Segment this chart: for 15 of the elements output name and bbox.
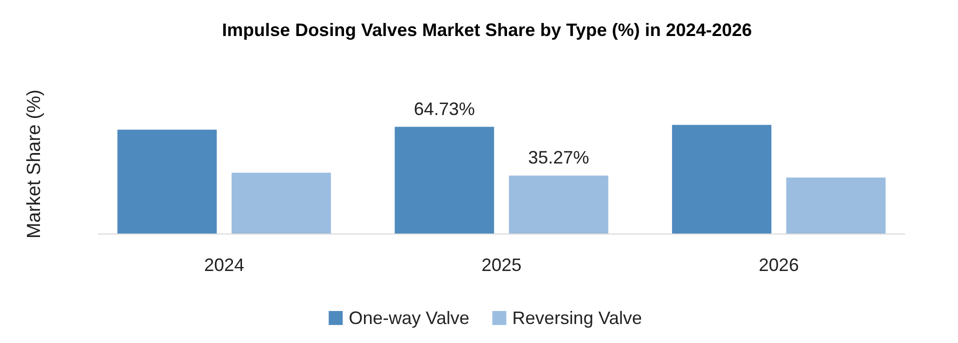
chart-title: Impulse Dosing Valves Market Share by Type (%) in 2024-2026 xyxy=(222,20,752,40)
x-tick-label: 2025 xyxy=(481,255,522,275)
bar xyxy=(117,130,217,234)
y-axis-title: Market Share (%) xyxy=(24,90,45,238)
x-tick-label: 2024 xyxy=(204,255,244,275)
legend-label: Reversing Valve xyxy=(512,308,642,328)
bar xyxy=(672,124,772,234)
data-label: 35.27% xyxy=(528,148,590,168)
bar xyxy=(394,126,494,234)
bar xyxy=(508,176,608,234)
bar xyxy=(786,178,886,234)
data-label: 64.73% xyxy=(414,98,475,119)
x-tick-label: 2026 xyxy=(758,255,799,275)
legend-label: One-way Valve xyxy=(348,308,470,328)
bar xyxy=(232,172,331,234)
